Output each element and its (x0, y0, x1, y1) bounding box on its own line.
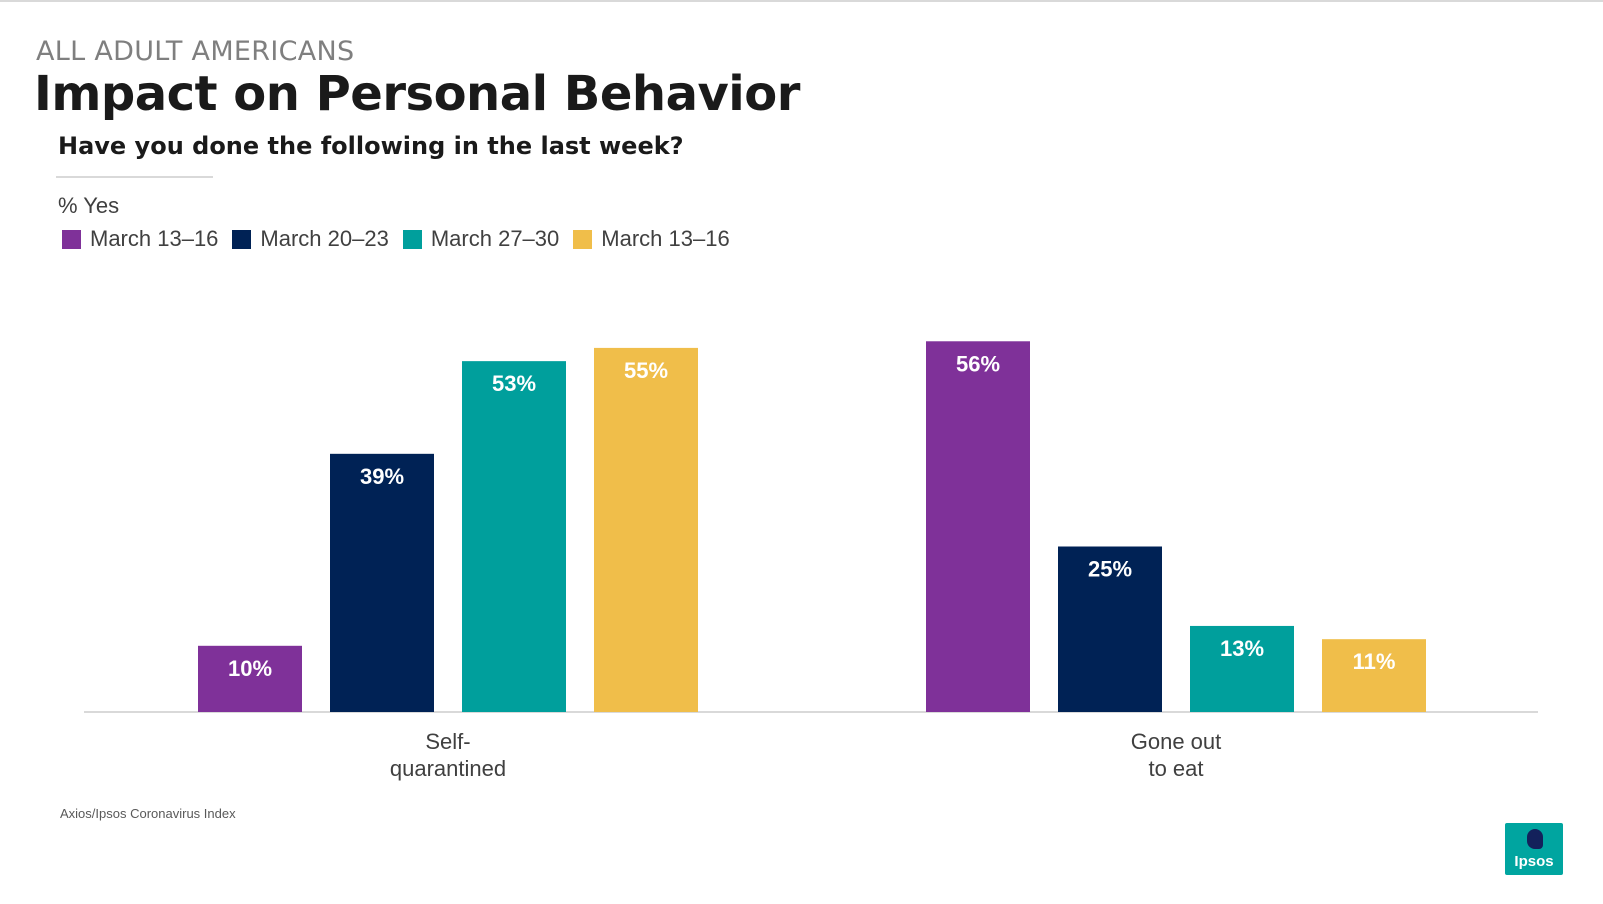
ipsos-logo: Ipsos (1505, 823, 1563, 875)
legend-swatch (232, 229, 252, 249)
data-label: 11% (1353, 649, 1396, 674)
logo-mark-icon (1527, 829, 1543, 849)
legend-item: March 20–23 (232, 226, 389, 252)
legend-swatch (573, 229, 593, 249)
data-label: 56% (956, 351, 1000, 376)
category-label: Gone out to eat (1131, 729, 1222, 781)
bar (1190, 625, 1294, 712)
data-label: 53% (492, 371, 536, 396)
bar (330, 453, 434, 712)
legend-item: March 13–16 (62, 226, 218, 252)
bar (1322, 639, 1426, 712)
question-divider (56, 176, 213, 178)
data-label: 25% (1088, 557, 1132, 582)
legend-label: March 13–16 (90, 226, 219, 251)
bar (198, 645, 302, 712)
top-rule (0, 0, 1603, 2)
page-title: Impact on Personal Behavior (34, 66, 800, 122)
data-label: 55% (624, 358, 668, 383)
legend-label: March 20–23 (260, 226, 389, 251)
legend-swatch (62, 229, 81, 249)
legend-item: March 13–16 (573, 226, 730, 252)
chart-legend: March 13–16 March 20–23 March 27–30 Marc… (62, 226, 744, 252)
source-note: Axios/Ipsos Coronavirus Index (60, 806, 236, 821)
audience-label: ALL ADULT AMERICANS (36, 36, 355, 67)
legend-swatch (402, 229, 422, 249)
data-label: 13% (1220, 636, 1264, 661)
bar (462, 361, 566, 712)
bar (1058, 546, 1162, 712)
legend-label: March 13–16 (601, 226, 730, 251)
measure-label: % Yes (58, 193, 120, 218)
category-label: Self-quarantined (390, 729, 506, 781)
bar (926, 341, 1030, 712)
data-label: 39% (360, 464, 404, 489)
bar (594, 347, 698, 712)
legend-label: March 27–30 (430, 226, 560, 251)
survey-question: Have you done the following in the last … (58, 132, 684, 160)
logo-text: Ipsos (1514, 853, 1554, 870)
data-label: 10% (228, 656, 272, 681)
legend-item: March 27–30 (402, 226, 560, 252)
